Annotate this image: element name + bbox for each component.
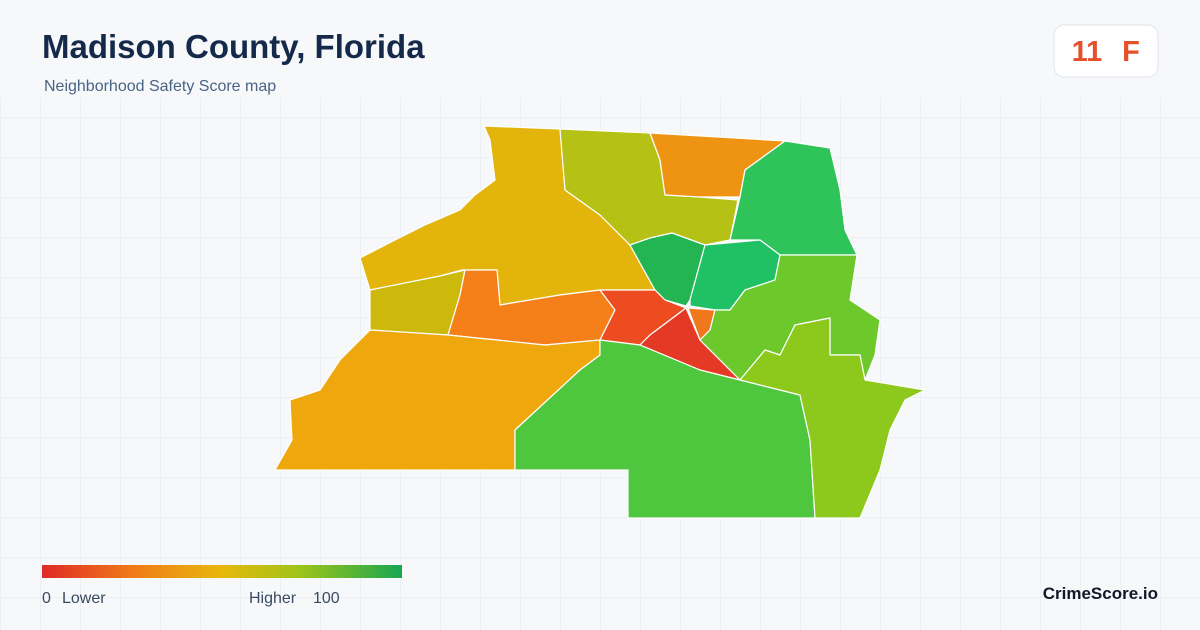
region (514, 339, 816, 519)
score-value: 11 (1072, 36, 1103, 68)
score-grade: F (1122, 36, 1140, 68)
legend-min: 0 (42, 590, 51, 607)
legend-scale (42, 565, 402, 578)
county-map (274, 125, 926, 519)
brand: CrimeScore.io (1043, 584, 1158, 603)
region (739, 317, 926, 519)
score-badge (1053, 24, 1159, 78)
title: Madison County, Florida (42, 28, 425, 65)
legend-max: 100 (313, 590, 340, 607)
legend-min-label: Lower (62, 590, 106, 607)
subtitle: Neighborhood Safety Score map (44, 78, 276, 95)
legend-max-label: Higher (249, 590, 297, 607)
